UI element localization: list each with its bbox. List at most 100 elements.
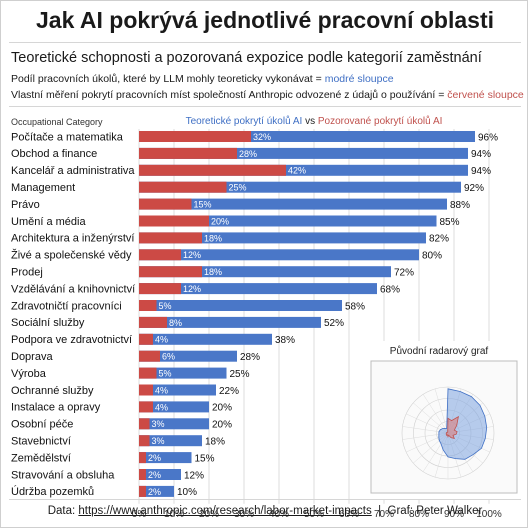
inset-title: Původní radarový graf [390, 345, 489, 357]
observed-value-label: 4% [155, 402, 168, 412]
category-label: Vzdělávání a knihovnictví [11, 283, 135, 295]
note-red-text: Vlastní měření pokrytí pracovních míst s… [11, 89, 448, 101]
x-tick-label: 10% [164, 509, 184, 520]
category-label: Kancelář a administrativa [11, 165, 135, 177]
theoretical-value-label: 80% [422, 251, 442, 262]
observed-value-label: 2% [148, 487, 161, 497]
bar-observed [139, 215, 209, 227]
theoretical-value-label: 28% [240, 352, 260, 363]
inset-radar-spoke [434, 388, 449, 434]
legend: Teoretické pokrytí úkolů AI vs Pozorovan… [186, 115, 443, 127]
x-tick-label: 50% [304, 509, 324, 520]
bar-observed [139, 485, 146, 497]
legend-red-label: Pozorované pokrytí úkolů AI [318, 115, 443, 127]
bar-theoretical [139, 452, 192, 464]
theoretical-value-label: 68% [380, 284, 400, 295]
observed-value-label: 18% [204, 233, 222, 243]
observed-value-label: 5% [159, 369, 172, 379]
bar-observed [139, 249, 181, 261]
bar-theoretical [139, 131, 475, 142]
observed-value-label: 12% [183, 250, 201, 260]
footer-separator: | [371, 505, 388, 517]
bar-observed [139, 452, 146, 464]
note-blue-highlight: modré sloupce [324, 73, 394, 85]
theoretical-value-label: 82% [429, 234, 449, 245]
bar-theoretical [139, 333, 272, 345]
legend-blue-label: Teoretické pokrytí úkolů AI [186, 115, 303, 127]
inset-radar-spoke [413, 402, 449, 434]
theoretical-value-label: 20% [212, 403, 232, 414]
x-tick-label: 0% [132, 509, 147, 520]
bar-theoretical [139, 418, 209, 430]
bar-observed [139, 384, 153, 396]
divider [9, 106, 521, 107]
note-blue-text: Podíl pracovních úkolů, které by LLM moh… [11, 73, 325, 85]
observed-value-label: 4% [155, 335, 168, 345]
category-axis-label: Occupational Category [11, 117, 103, 127]
category-label: Počítače a matematika [11, 131, 124, 143]
bar-observed [139, 181, 227, 193]
x-tick-label: 20% [199, 509, 219, 520]
category-label: Sociální služby [11, 317, 85, 329]
bar-theoretical [139, 367, 227, 379]
source-link[interactable]: https://www.anthropic.com/research/labor… [78, 505, 372, 517]
category-label: Obchod a finance [11, 148, 97, 160]
observed-value-label: 18% [204, 267, 222, 277]
bar-observed [139, 300, 157, 311]
bar-observed [139, 131, 251, 142]
inset-radar-spoke [422, 394, 449, 434]
inset-radar-theoretical [438, 388, 488, 460]
page-title: Jak AI pokrývá jednotlivé pracovní oblas… [35, 7, 495, 33]
bar-theoretical [139, 164, 468, 176]
observed-value-label: 2% [148, 453, 161, 463]
x-tick-label: 40% [269, 509, 289, 520]
bar-observed [139, 469, 146, 480]
observed-value-label: 42% [288, 166, 306, 176]
observed-value-label: 15% [194, 200, 212, 210]
bar-observed [139, 198, 192, 210]
bar-theoretical [139, 147, 468, 159]
category-label: Doprava [11, 351, 53, 363]
bar-theoretical [139, 215, 437, 227]
bar-theoretical [139, 181, 461, 193]
bar-theoretical [139, 232, 426, 244]
theoretical-value-label: 10% [177, 487, 197, 498]
theoretical-value-label: 15% [195, 453, 215, 464]
theoretical-value-label: 58% [345, 301, 365, 312]
theoretical-value-label: 18% [205, 437, 225, 448]
theoretical-value-label: 94% [471, 149, 491, 160]
observed-value-label: 20% [211, 216, 229, 226]
divider [9, 42, 521, 43]
theoretical-value-label: 72% [394, 268, 414, 279]
theoretical-value-label: 85% [440, 217, 460, 228]
x-tick-label: 30% [234, 509, 254, 520]
bar-theoretical [139, 266, 391, 278]
x-tick-label: 100% [476, 509, 502, 520]
theoretical-value-label: 92% [464, 183, 484, 194]
bar-theoretical [139, 350, 237, 362]
observed-value-label: 25% [229, 183, 247, 193]
category-label: Osobní péče [11, 419, 73, 431]
theoretical-value-label: 22% [219, 386, 239, 397]
category-label: Ochranné služby [11, 385, 94, 397]
footer-prefix: Data: [47, 505, 79, 517]
bar-theoretical [139, 316, 321, 328]
category-label: Živé a společenské vědy [11, 249, 132, 262]
category-label: Instalace a opravy [11, 402, 101, 414]
category-label: Stavebnictví [11, 436, 71, 448]
category-label: Zemědělství [11, 452, 71, 464]
category-label: Výroba [11, 368, 47, 380]
bar-theoretical [139, 283, 377, 295]
footer: Data: https://www.anthropic.com/research… [1, 505, 528, 517]
bar-observed [139, 350, 160, 362]
theoretical-value-label: 52% [324, 318, 344, 329]
category-label: Management [11, 182, 75, 194]
observed-value-label: 3% [152, 436, 165, 446]
bar-observed [139, 266, 202, 278]
category-label: Podpora ve zdravotnictví [11, 334, 132, 346]
observed-value-label: 5% [159, 301, 172, 311]
category-label: Architektura a inženýrství [11, 233, 135, 245]
bar-theoretical [139, 384, 216, 396]
category-label: Umění a média [11, 216, 86, 228]
